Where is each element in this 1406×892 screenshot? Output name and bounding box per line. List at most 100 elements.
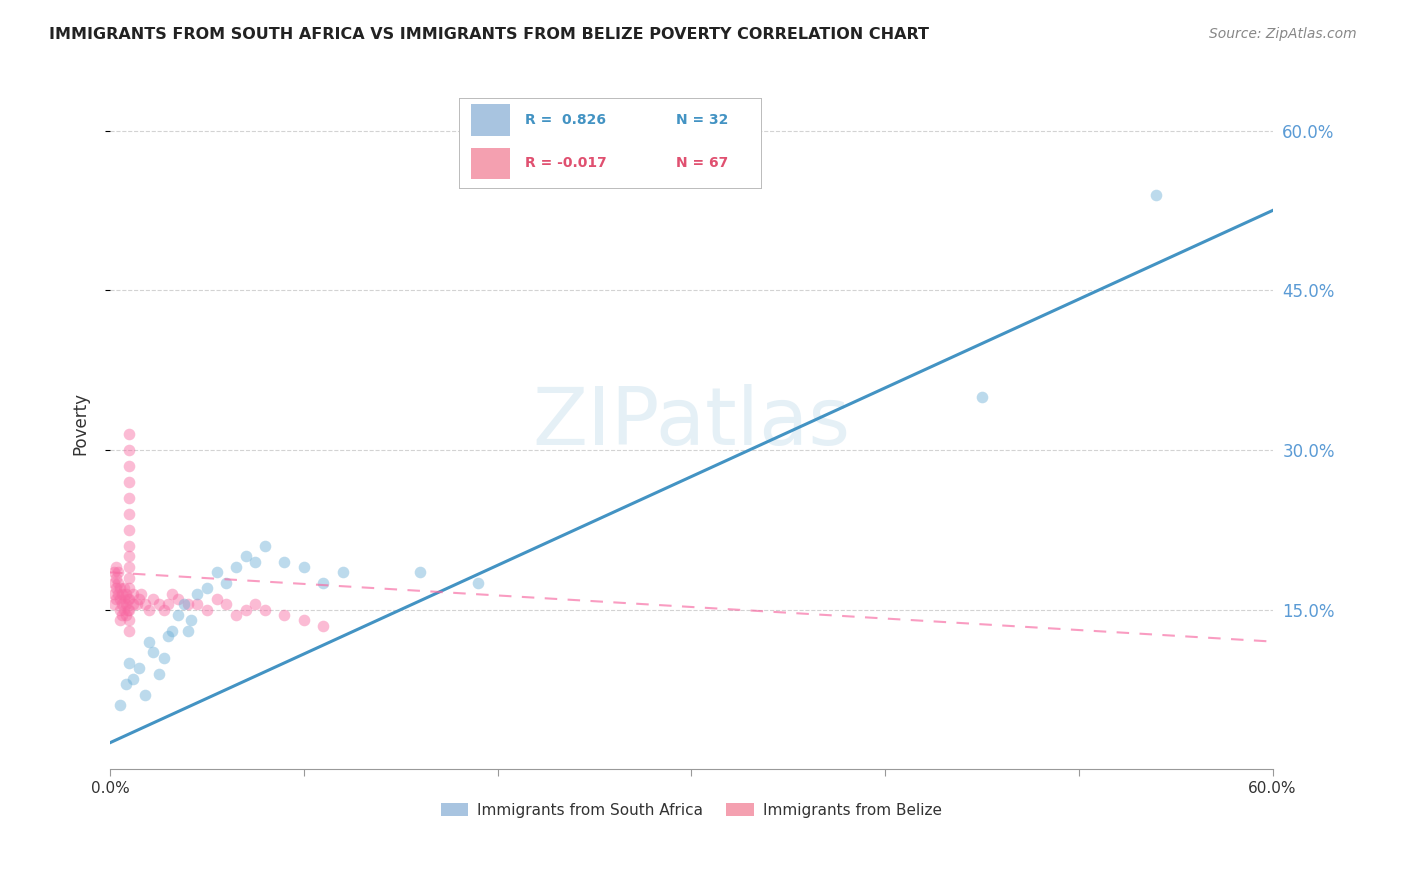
Point xyxy=(225,560,247,574)
Point xyxy=(167,607,190,622)
Point xyxy=(153,650,176,665)
Y-axis label: Poverty: Poverty xyxy=(72,392,89,455)
Point xyxy=(108,592,131,607)
Point xyxy=(111,607,134,622)
Point xyxy=(107,587,129,601)
Point xyxy=(108,582,131,596)
Point xyxy=(118,582,141,596)
Point xyxy=(148,666,170,681)
Point xyxy=(111,587,134,601)
Point xyxy=(104,571,127,585)
Point xyxy=(114,597,136,611)
Point xyxy=(122,587,145,601)
Point xyxy=(122,672,145,686)
Point xyxy=(118,592,141,607)
Point xyxy=(138,634,160,648)
Point xyxy=(312,576,335,591)
Point xyxy=(160,587,183,601)
Point xyxy=(117,592,139,607)
Point xyxy=(157,597,180,611)
Point xyxy=(134,688,156,702)
Point xyxy=(127,597,149,611)
Point xyxy=(128,592,150,607)
Point xyxy=(186,587,208,601)
Point xyxy=(292,560,315,574)
Point xyxy=(157,629,180,643)
Point xyxy=(112,602,135,616)
Point xyxy=(173,597,195,611)
Point xyxy=(103,576,125,591)
Point xyxy=(103,566,125,580)
Point xyxy=(117,602,139,616)
Point xyxy=(273,555,295,569)
Point xyxy=(235,549,257,564)
Point xyxy=(118,458,141,473)
Point xyxy=(195,582,218,596)
Point xyxy=(118,507,141,521)
Point xyxy=(114,607,136,622)
Point xyxy=(104,592,127,607)
Point xyxy=(142,645,165,659)
Point xyxy=(160,624,183,638)
Point xyxy=(153,602,176,616)
Point xyxy=(134,597,156,611)
Point xyxy=(205,566,228,580)
Point xyxy=(108,613,131,627)
Point xyxy=(273,607,295,622)
Point xyxy=(112,592,135,607)
Point xyxy=(176,597,198,611)
Point xyxy=(118,442,141,457)
Point xyxy=(118,539,141,553)
Point xyxy=(114,677,136,691)
Point xyxy=(176,624,198,638)
Point xyxy=(215,576,238,591)
Legend: Immigrants from South Africa, Immigrants from Belize: Immigrants from South Africa, Immigrants… xyxy=(434,797,948,824)
Point xyxy=(254,602,277,616)
Point xyxy=(108,602,131,616)
Point xyxy=(148,597,170,611)
Point xyxy=(467,576,489,591)
Point xyxy=(118,624,141,638)
Point xyxy=(118,491,141,505)
Point xyxy=(129,587,152,601)
Point xyxy=(205,592,228,607)
Point xyxy=(118,613,141,627)
Point xyxy=(118,560,141,574)
Point xyxy=(122,597,145,611)
Point xyxy=(142,592,165,607)
Point xyxy=(112,582,135,596)
Point xyxy=(195,602,218,616)
Point xyxy=(180,613,202,627)
Point xyxy=(292,613,315,627)
Point xyxy=(332,566,354,580)
Point xyxy=(128,661,150,675)
Point xyxy=(118,602,141,616)
Point xyxy=(118,549,141,564)
Point xyxy=(245,597,267,611)
Point xyxy=(114,587,136,601)
Point xyxy=(107,566,129,580)
Point xyxy=(1144,187,1167,202)
Point xyxy=(111,597,134,611)
Point xyxy=(245,555,267,569)
Point xyxy=(118,475,141,489)
Point xyxy=(409,566,432,580)
Text: Source: ZipAtlas.com: Source: ZipAtlas.com xyxy=(1209,27,1357,41)
Text: IMMIGRANTS FROM SOUTH AFRICA VS IMMIGRANTS FROM BELIZE POVERTY CORRELATION CHART: IMMIGRANTS FROM SOUTH AFRICA VS IMMIGRAN… xyxy=(49,27,929,42)
Point xyxy=(118,656,141,670)
Point xyxy=(107,576,129,591)
Point xyxy=(138,602,160,616)
Point xyxy=(118,427,141,442)
Point xyxy=(235,602,257,616)
Point xyxy=(108,698,131,713)
Point xyxy=(186,597,208,611)
Point xyxy=(118,571,141,585)
Point xyxy=(215,597,238,611)
Point xyxy=(104,582,127,596)
Point xyxy=(167,592,190,607)
Point xyxy=(970,390,993,404)
Point xyxy=(118,523,141,537)
Point xyxy=(104,560,127,574)
Point xyxy=(254,539,277,553)
Point xyxy=(103,597,125,611)
